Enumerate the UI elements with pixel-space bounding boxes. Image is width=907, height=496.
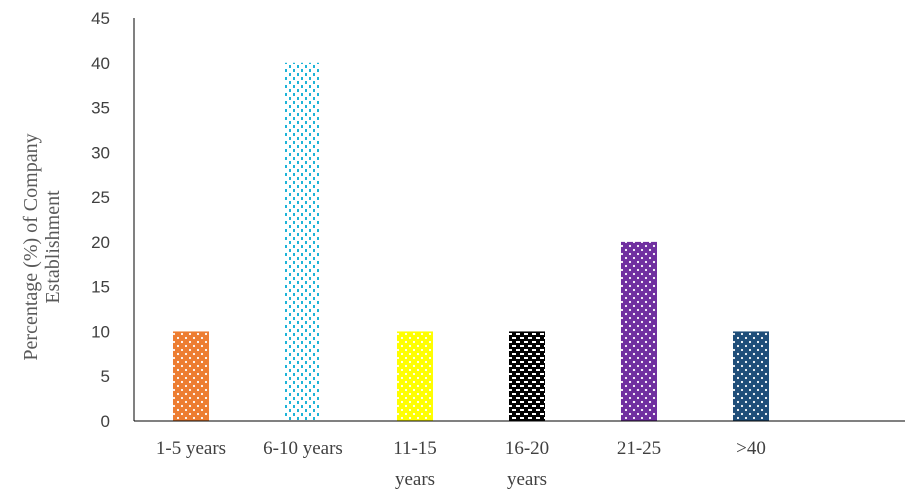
axes — [133, 18, 905, 422]
y-tick-label: 40 — [91, 54, 110, 73]
y-axis-ticks: 0 5 10 15 20 25 30 35 40 45 — [91, 9, 110, 431]
y-tick-label: 15 — [91, 278, 110, 297]
y-axis-label-line: Establishment — [42, 190, 64, 304]
y-tick-label: 20 — [91, 233, 110, 252]
y-tick-label: 45 — [91, 9, 110, 28]
bar-6 — [733, 331, 769, 421]
x-tick-label: 1-5 years — [156, 438, 226, 459]
y-tick-label: 30 — [91, 143, 110, 162]
y-axis-label-line: Percentage (%) of Company — [20, 133, 42, 360]
bar-5 — [621, 241, 657, 421]
bar-1 — [173, 331, 209, 421]
x-tick-label: >40 — [736, 438, 766, 459]
bars — [173, 62, 769, 422]
x-tick-label: 16-20 years — [505, 438, 549, 490]
x-tick-label: 21-25 — [617, 438, 661, 459]
y-axis-label: Percentage (%) of CompanyEstablishment — [20, 133, 64, 360]
y-tick-label: 5 — [101, 367, 110, 386]
y-tick-label: 35 — [91, 99, 110, 118]
bar-4 — [509, 331, 545, 421]
bar-3 — [397, 331, 433, 421]
y-tick-label: 0 — [101, 412, 110, 431]
x-tick-label: 6-10 years — [263, 438, 343, 459]
x-tick-label: 11-15 years — [393, 438, 437, 490]
bar-2 — [285, 62, 321, 422]
y-tick-label: 25 — [91, 188, 110, 207]
y-tick-label: 10 — [91, 322, 110, 341]
x-axis-ticks: 1-5 years 6-10 years 11-15 years 16-20 years 2… — [156, 438, 766, 490]
svg-text:Percentage (%) of CompanyEstab: Percentage (%) of CompanyEstablishment — [20, 133, 64, 360]
